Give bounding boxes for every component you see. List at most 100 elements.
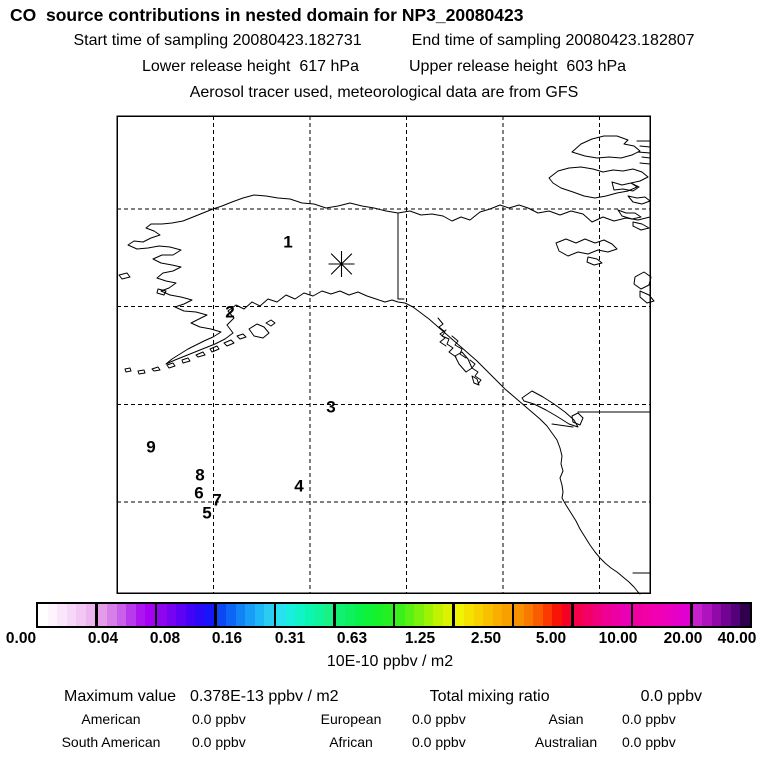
colorbar-cell <box>185 604 196 626</box>
colorbar-tick-0.31: 0.31 <box>274 630 306 647</box>
coastline-kodiak <box>248 319 276 339</box>
total-mixing-ratio-label: Total mixing ratio <box>429 688 550 705</box>
colorbar-cell <box>383 604 393 626</box>
colorbar-tick-2.50: 2.50 <box>470 630 502 647</box>
colorbar-cell <box>176 604 186 626</box>
colorbar-segment-11 <box>692 604 751 626</box>
colorbar-cell <box>335 604 346 626</box>
colorbar-cell <box>254 604 265 626</box>
region-value-australian: 0.0 ppbv <box>622 734 676 750</box>
region-marker-1: 1 <box>283 232 293 252</box>
region-marker-6: 6 <box>194 483 204 503</box>
colorbar-cell <box>583 604 593 626</box>
colorbar-cell <box>85 604 96 626</box>
region-marker-3: 3 <box>326 397 336 417</box>
colorbar-cell <box>97 604 108 626</box>
colorbar-cell <box>492 604 503 626</box>
colorbar-tick-10.00: 10.00 <box>598 630 638 647</box>
start-time-text: Start time of sampling 20080423.182731 <box>73 32 362 49</box>
colorbar-cell <box>542 604 553 626</box>
colorbar-cell <box>216 604 227 626</box>
footer-regions-row-1: American 0.0 ppbv European 0.0 ppbv Asia… <box>0 711 768 727</box>
colorbar-cell <box>285 604 296 626</box>
colorbar-cell <box>442 604 453 626</box>
colorbar-cell <box>514 604 524 626</box>
colorbar-segment-8 <box>514 604 572 626</box>
coastline-bering-islands <box>118 272 167 296</box>
colorbar-tick-labels: 0.00 0.04 0.08 0.16 0.31 0.63 1.25 2.50 5.00 10.0… <box>0 630 768 648</box>
colorbar-cell <box>642 604 653 626</box>
colorbar-cell <box>276 604 286 626</box>
colorbar-segment-3 <box>216 604 275 626</box>
colorbar-tick-40.00: 40.00 <box>717 630 757 647</box>
colorbar-cell <box>38 604 48 626</box>
colorbar-cell <box>592 604 603 626</box>
colorbar-cell <box>561 604 572 626</box>
coastline-se-arctic-islands <box>633 271 655 304</box>
end-time-text: End time of sampling 20080423.182807 <box>411 32 695 49</box>
region-value-american: 0.0 ppbv <box>192 711 246 727</box>
colorbar-cell <box>573 604 584 626</box>
coastline-aleutian-islands <box>124 333 247 375</box>
colorbar-cell <box>711 604 722 626</box>
colorbar-cell <box>354 604 365 626</box>
colorbar-segment-0 <box>38 604 96 626</box>
colorbar-cell <box>66 604 77 626</box>
colorbar-cell <box>633 604 643 626</box>
colorbar-cell <box>395 604 405 626</box>
region-label-asian: Asian <box>548 711 584 727</box>
colorbar-segment-1 <box>97 604 156 626</box>
coastline-banks-island <box>571 135 651 165</box>
coastline-alaska-mainland <box>127 194 651 595</box>
colorbar-cell <box>502 604 512 626</box>
coastline-victoria-island <box>548 166 649 199</box>
colorbar-cell <box>57 604 67 626</box>
colorbar-cell <box>204 604 215 626</box>
colorbar-cell <box>245 604 255 626</box>
colorbar-cell <box>235 604 246 626</box>
colorbar-cell <box>47 604 58 626</box>
colorbar-cell <box>76 604 86 626</box>
colorbar-cell <box>602 604 612 626</box>
border-alaska-yukon <box>397 212 405 300</box>
colorbar-cell <box>323 604 334 626</box>
colorbar-cell <box>226 604 236 626</box>
colorbar-tick-0.63: 0.63 <box>336 630 368 647</box>
region-label-south-american: South American <box>61 734 161 750</box>
colorbar-cell <box>692 604 703 626</box>
colorbar-cell <box>157 604 167 626</box>
region-value-asian: 0.0 ppbv <box>622 711 676 727</box>
sampling-times-line: Start time of sampling 20080423.182731 E… <box>0 32 768 50</box>
colorbar-segment-9 <box>573 604 632 626</box>
colorbar-cell <box>523 604 534 626</box>
colorbar-tick-1.25: 1.25 <box>404 630 436 647</box>
region-label-american: American <box>81 711 141 727</box>
colorbar-segment-4 <box>276 604 334 626</box>
colorbar-cell <box>116 604 127 626</box>
colorbar-cell <box>552 604 562 626</box>
footer-regions-row-2: South American 0.0 ppbv African 0.0 ppbv… <box>0 734 768 750</box>
colorbar-segment-7 <box>454 604 513 626</box>
colorbar-cell <box>135 604 146 626</box>
coastline-se-panhandle <box>437 317 482 385</box>
upper-release-text: Upper release height 603 hPa <box>409 58 627 75</box>
colorbar-cell <box>345 604 355 626</box>
region-marker-7: 7 <box>212 490 222 510</box>
colorbar-cell <box>464 604 474 626</box>
colorbar-cell <box>145 604 155 626</box>
colorbar-cell <box>404 604 415 626</box>
colorbar-segment-5 <box>335 604 394 626</box>
region-label-european: European <box>320 711 382 727</box>
colorbar-segment-2 <box>157 604 215 626</box>
colorbar-cell <box>304 604 315 626</box>
page-title: CO source contributions in nested domain… <box>10 5 524 25</box>
colorbar-tick-20.00: 20.00 <box>663 630 703 647</box>
region-marker-8: 8 <box>195 465 205 485</box>
colorbar-tick-0.08: 0.08 <box>149 630 181 647</box>
colorbar-cell <box>126 604 136 626</box>
colorbar-cell <box>414 604 424 626</box>
colorbar-cell <box>454 604 465 626</box>
colorbar-cell <box>671 604 681 626</box>
colorbar-tick-5.00: 5.00 <box>535 630 567 647</box>
